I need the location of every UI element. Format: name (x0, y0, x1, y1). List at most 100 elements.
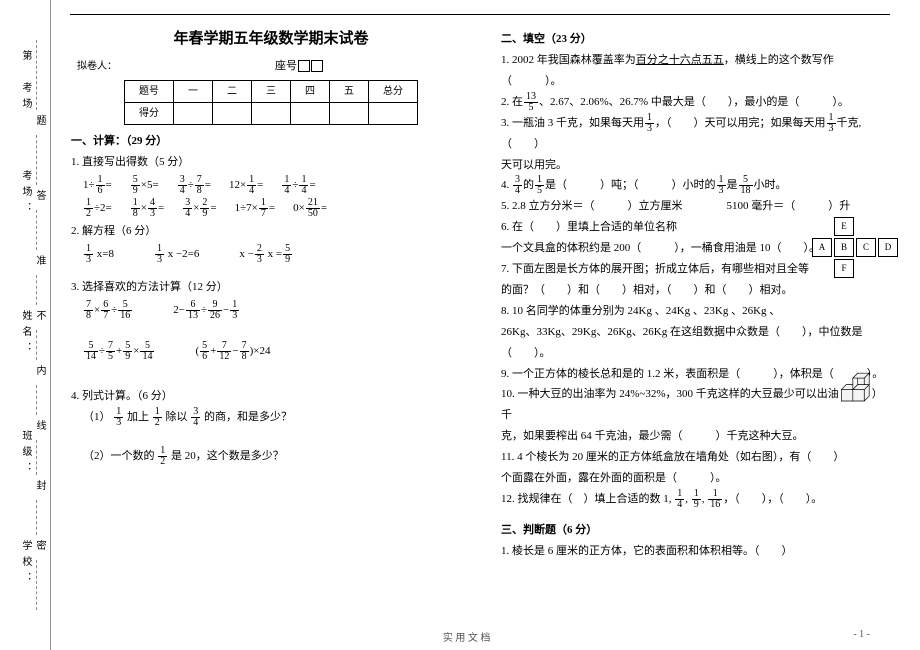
dash-seg (36, 275, 38, 305)
q3-1: 1. 棱长是 6 厘米的正方体，它的表面积和体积相等。（ ） (501, 541, 890, 562)
expr: 2−613÷926−13 (173, 300, 240, 321)
right-column: 二、填空（23 分） 1. 2002 年我国森林覆盖率为百分之十六点五五，横线上… (501, 25, 890, 640)
cell (330, 103, 369, 125)
q1-1: 1. 直接写出得数（5 分） (71, 152, 471, 173)
net-diagram: E ABCD F (810, 215, 900, 280)
txt: ，（ ）天可以用完；如果每天用 (655, 117, 826, 129)
bind-school: 学校： (18, 540, 33, 588)
th-5: 五 (330, 81, 369, 103)
expr: 0×2150= (293, 198, 327, 219)
left-column: 年春学期五年级数学期末试卷 拟卷人： 座号 题号 一 二 三 四 五 总分 (71, 25, 471, 640)
th-num: 题号 (125, 81, 174, 103)
bind-class: 班级： (18, 430, 33, 478)
q2-3b: 天可以用完。 (501, 155, 890, 176)
q2-2: 2. 在135、2.67、2.06%、26.7% 中最大是（ ），最小的是（ ）… (501, 92, 890, 113)
q1-2: 2. 解方程（6 分） (71, 221, 471, 242)
txt: 、2.67、2.06%、26.7% 中最大是（ ），最小的是（ ）。 (539, 96, 849, 108)
q2-11a: 11. 4 个棱长为 20 厘米的正方体纸盒放在墙角处（如右图），有（ ） (501, 447, 890, 468)
expr: 12×14= (229, 175, 263, 196)
q2-9: 9. 一个正方体的棱长总和是的 1.2 米，表面积是（ ），体积是（ ）。 (501, 364, 890, 385)
dash-seg (36, 440, 38, 475)
q2-8b: 26Kg、33Kg、29Kg、26Kg、26Kg 在这组数据中众数是（ ），中位… (501, 322, 890, 364)
seat-label: 座号 (127, 56, 471, 77)
txt: 除以 (166, 411, 188, 423)
bind-d5: 不 (32, 310, 47, 326)
bind-d8: 题 (32, 115, 47, 131)
footer-right: - 1 - (853, 629, 870, 644)
tr-score: 得分 (125, 103, 174, 125)
txt: 2. 在 (501, 96, 523, 108)
q2-11b: 个面露在外面，露在外面的面积是（ ）。 (501, 468, 890, 489)
txt: 的 (523, 179, 534, 191)
txt: ，（ ），（ ）。 (723, 493, 822, 505)
th-3: 三 (252, 81, 291, 103)
net-E: E (834, 217, 854, 236)
txt: （2）一个数的 (83, 450, 155, 462)
cell (369, 103, 418, 125)
underline-text: 百分之十六点五五 (636, 54, 724, 66)
q2-10b: 克，如果要榨出 64 千克油，最少需（ ）千克这种大豆。 (501, 426, 890, 447)
expr: 12÷2= (83, 198, 112, 219)
q1-4a: （1） 13 加上 12 除以 34 的商，和是多少？ (71, 407, 471, 428)
bind-d6: 准 (32, 255, 47, 271)
dash-seg (36, 385, 38, 415)
expr: (56+712−78)×24 (195, 341, 270, 362)
txt: 是 20，这个数是多少？ (171, 450, 284, 462)
expr: 1÷16= (83, 175, 112, 196)
q2-12: 12. 找规律在（ ）填上合适的数 1, 14, 19, 116，（ ），（ ）… (501, 489, 890, 510)
txt: 是 (727, 179, 738, 191)
bind-d4: 内 (32, 365, 47, 381)
net-D: D (878, 238, 898, 257)
q2-8a: 8. 10 名同学的体重分别为 24Kg 、24Kg 、23Kg 、26Kg 、 (501, 301, 890, 322)
expr: x −23 x =59 (239, 244, 293, 265)
q2-1: 1. 2002 年我国森林覆盖率为百分之十六点五五，横线上的这个数写作（ ）。 (501, 50, 890, 92)
txt: 小时。 (754, 179, 787, 191)
bind-d7: 答 (32, 190, 47, 206)
txt: 的商，和是多少？ (204, 411, 292, 423)
cell (291, 103, 330, 125)
bind-d3: 线 (32, 420, 47, 436)
q2-10a: 10. 一种大豆的出油率为 24%~32%，300 千克这样的大豆最少可以出油（… (501, 384, 890, 426)
binding-margin: 学校： 班级： 姓名： 考场： 第 考场 题 答 准 不 内 线 封 密 (0, 0, 51, 650)
expr: 34×29= (182, 198, 216, 219)
txt: 3. 一瓶油 3 千克，如果每天用 (501, 117, 644, 129)
expr: 1÷7×17= (235, 198, 275, 219)
calc-row: 12÷2= 18×43= 34×29= 1÷7×17= 0×2150= (71, 198, 471, 219)
cell (174, 103, 213, 125)
q2-4: 4. 34的15是（ ）吨；（ ）小时的13是518小时。 (501, 175, 890, 196)
dash-seg (36, 500, 38, 535)
seat-box (311, 60, 323, 72)
th-total: 总分 (369, 81, 418, 103)
bind-name: 姓名： (18, 310, 33, 358)
q2-3: 3. 一瓶油 3 千克，如果每天用13，（ ）天可以用完；如果每天用13千克,（… (501, 113, 890, 155)
seat-box (298, 60, 310, 72)
expr: 14÷14= (281, 175, 315, 196)
expr: 34÷78= (177, 175, 211, 196)
calc-row: 514÷75+59×514 (56+712−78)×24 (71, 341, 471, 362)
page: 学校： 班级： 姓名： 考场： 第 考场 题 答 准 不 内 线 封 密 年春学… (0, 0, 920, 650)
eq-row: 13 x=8 13 x −2=6 x −23 x =59 (71, 244, 471, 265)
expr: 18×43= (130, 198, 164, 219)
expr: 59×5= (130, 175, 159, 196)
txt: （1） (83, 411, 111, 423)
cubes-icon (836, 365, 886, 410)
calc-row: 1÷16= 59×5= 34÷78= 12×14= 14÷14= (71, 175, 471, 196)
cell (213, 103, 252, 125)
section-3: 三、判断题（6 分） (501, 520, 890, 541)
dash-seg (36, 560, 38, 610)
net-F: F (834, 259, 854, 278)
bind-d2: 封 (32, 480, 47, 496)
footer: 实 用 文 档 - 1 - (0, 629, 920, 644)
expr: 13 x=8 (83, 244, 114, 265)
txt: 1. 2002 年我国森林覆盖率为 (501, 54, 636, 66)
dash-seg (36, 40, 38, 110)
content: 年春学期五年级数学期末试卷 拟卷人： 座号 题号 一 二 三 四 五 总分 (51, 0, 920, 650)
net-B: B (834, 238, 854, 257)
q2-7b: 的面？（ ）和（ ）相对，（ ）和（ ）相对。 (501, 280, 890, 301)
q1-3: 3. 选择喜欢的方法计算（12 分） (71, 277, 471, 298)
dash-seg (36, 210, 38, 250)
calc-row: 78×67÷516 2−613÷926−13 (71, 300, 471, 321)
expr: 514÷75+59×514 (83, 341, 155, 362)
bind-d1: 密 (32, 540, 47, 556)
th-1: 一 (174, 81, 213, 103)
